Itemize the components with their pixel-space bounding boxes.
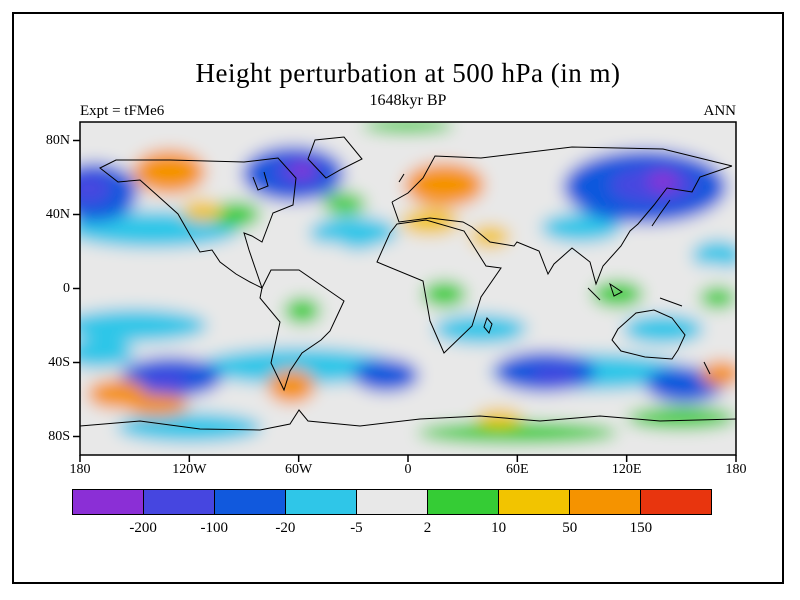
coast-japan [651,199,671,227]
coast-eurasia-south [391,165,733,286]
coast-north-america [99,157,297,289]
colorbar-level-label: -20 [275,520,296,536]
coast-new-guinea [659,297,683,307]
season-label: ANN [703,103,737,119]
coast-antarctica [80,409,736,431]
coast-britain [398,173,405,183]
coast-greenland [307,136,363,179]
coast-hudson-bay [252,171,269,191]
time-subtitle: 1648kyr BP [369,92,447,109]
coast-sumatra [587,287,601,301]
lat-tick-label: 0 [63,280,70,296]
coast-africa [376,219,502,354]
colorbar-segment [143,490,214,514]
coast-new-zealand [703,361,711,375]
colorbar-segment [356,490,427,514]
experiment-label: Expt = tFMe6 [80,103,165,119]
lat-tick-label: 40N [45,206,70,222]
coast-australia [611,309,686,360]
lon-tick-label: 120W [172,462,207,477]
map-border [79,121,737,456]
coastlines [80,136,736,431]
coast-eurasia-north [391,146,733,203]
coast-borneo [609,282,623,297]
lon-tick-label: 180 [69,462,91,477]
colorbar-segment [427,490,498,514]
colorbar [72,489,712,515]
colorbar-segment [569,490,640,514]
page-title: Height perturbation at 500 hPa (in m) [195,58,621,88]
axis-ticks [73,139,737,462]
colorbar-level-label: -100 [200,520,228,536]
colorbar-segment [285,490,356,514]
colorbar-level-label: -200 [129,520,157,536]
lon-tick-label: 60W [285,462,313,477]
contour-field-layer [80,122,736,455]
colorbar-level-label: 10 [491,520,507,536]
lat-tick-label: 40S [48,354,70,370]
lon-tick-label: 180 [725,462,747,477]
lon-tick-label: 120E [611,462,642,477]
colorbar-level-label: 2 [423,520,432,536]
colorbar-segment [73,490,143,514]
colorbar-segment [498,490,569,514]
coast-madagascar [483,316,493,335]
lon-tick-label: 0 [404,462,412,477]
coast-south-america [259,269,345,392]
lat-tick-label: 80S [48,428,70,444]
lat-tick-label: 80N [45,132,70,148]
colorbar-level-label: -5 [350,520,363,536]
lon-tick-label: 60E [506,462,529,477]
colorbar-segment [214,490,285,514]
colorbar-segment [640,490,711,514]
colorbar-level-label: 150 [629,520,653,536]
colorbar-level-label: 50 [562,520,578,536]
